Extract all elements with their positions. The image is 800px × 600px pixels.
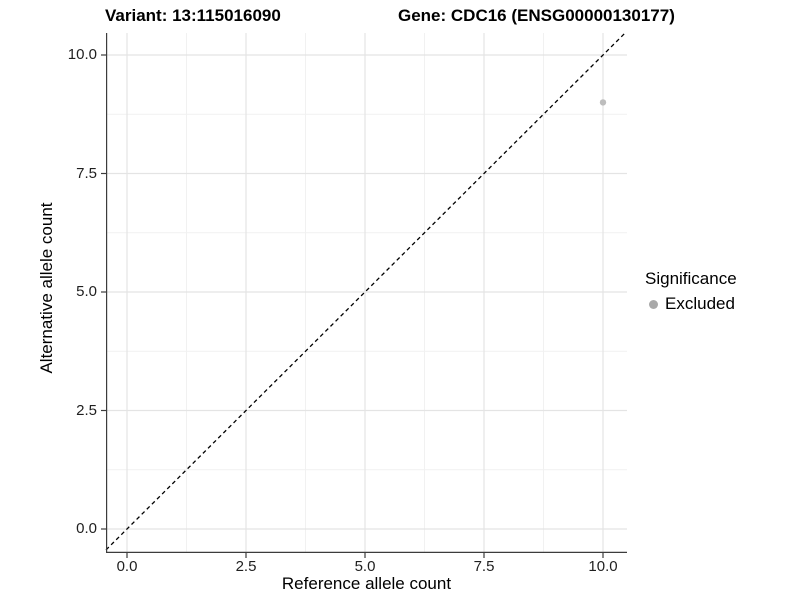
y-tick-label: 5.0 [76, 283, 97, 300]
y-tick-label: 7.5 [76, 164, 97, 182]
scatter-plot-canvas [101, 32, 627, 558]
legend: Significance Excluded [645, 269, 737, 314]
y-tick-label: 2.5 [76, 401, 97, 419]
x-tick-label: 7.5 [473, 558, 495, 575]
legend-point-icon [649, 299, 658, 309]
plot-title-variant: Variant: 13:115016090 [105, 6, 281, 25]
plot-panel [101, 32, 627, 558]
x-axis-title: Reference allele count [281, 574, 452, 593]
x-tick-label: 5.0 [354, 558, 376, 575]
data-point-excluded [599, 99, 607, 106]
legend-title: Significance [645, 269, 737, 288]
y-tick-label: 10.0 [67, 46, 97, 63]
y-tick-label: 0.0 [76, 520, 97, 537]
legend-item-label: Excluded [665, 294, 735, 313]
x-tick-label: 10.0 [588, 558, 618, 575]
x-tick-label: 0.0 [116, 558, 138, 575]
plot-title-gene: Gene: CDC16 (ENSG00000130177) [398, 6, 675, 25]
legend-item-excluded: Excluded [645, 294, 737, 314]
x-tick-label: 2.5 [235, 558, 257, 575]
